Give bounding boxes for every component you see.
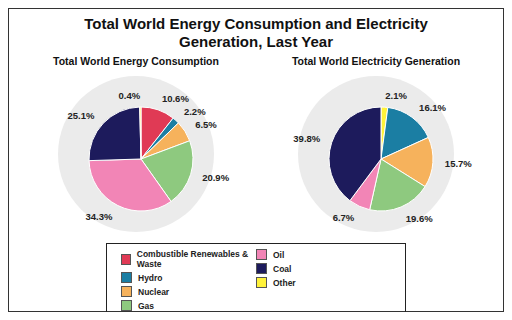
svg-text:15.7%: 15.7% — [445, 158, 472, 169]
svg-text:19.6%: 19.6% — [406, 213, 433, 224]
svg-text:6.7%: 6.7% — [333, 212, 355, 223]
html-text:Total World Energy Consumption: Total World Energy Consumption and Elect… — [84, 15, 428, 50]
svg-text:39.8%: 39.8% — [293, 133, 320, 144]
html-text:Total World Electricity Genera: Total World Electricity Generation — [291, 55, 461, 67]
svg-text:34.3%: 34.3% — [86, 211, 113, 222]
svg-text:20.9%: 20.9% — [202, 172, 229, 183]
svg-text:16.1%: 16.1% — [419, 102, 446, 113]
svg-text:10.6%: 10.6% — [162, 93, 189, 104]
html-text:Combustible Renewables & Waste: Combustible Renewables & Waste — [136, 249, 249, 269]
svg-text:2.2%: 2.2% — [184, 106, 206, 117]
html-text:Oil: Oil — [273, 249, 285, 260]
html-text:Gas: Gas — [138, 300, 155, 311]
html-text:Other: Other — [273, 277, 296, 288]
svg-text:6.5%: 6.5% — [195, 119, 217, 130]
html-text:Nuclear: Nuclear — [138, 286, 170, 297]
html-text:Coal: Coal — [273, 263, 292, 274]
svg-text:25.1%: 25.1% — [68, 110, 95, 121]
html-text:Hydro: Hydro — [138, 272, 163, 283]
svg-text:2.1%: 2.1% — [385, 90, 407, 101]
svg-text:0.4%: 0.4% — [119, 90, 141, 101]
html-text:Total World Energy Consumption: Total World Energy Consumption — [53, 55, 219, 67]
